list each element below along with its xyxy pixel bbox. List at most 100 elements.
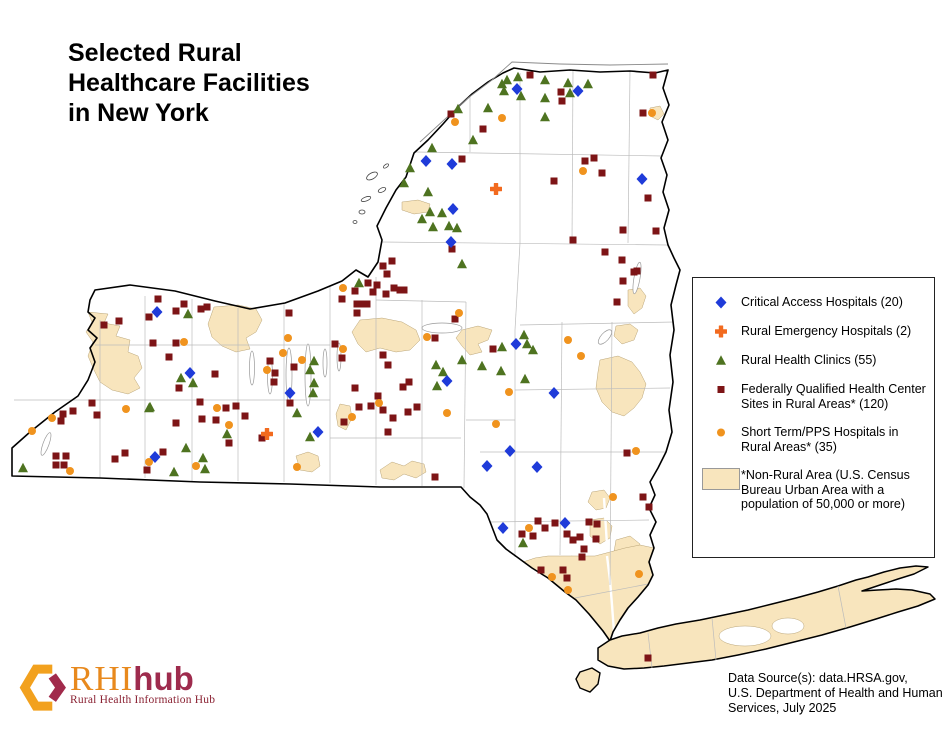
rhihub-logo: RHI hub Rural Health Information Hub <box>18 660 215 716</box>
fqhc-site-marker <box>384 428 392 436</box>
fqhc-site-marker <box>526 71 534 79</box>
data-source: Data Source(s): data.HRSA.gov, U.S. Depa… <box>728 671 943 716</box>
mainland-fill <box>12 68 680 641</box>
fqhc-site-marker <box>60 461 68 469</box>
fqhc-site-marker <box>369 288 377 296</box>
fqhc-site-marker <box>534 517 542 525</box>
fqhc-site-marker <box>644 194 652 202</box>
short-term-pps-hospital-marker <box>339 345 347 353</box>
short-term-pps-hospital-marker <box>375 399 383 407</box>
rural-emergency-hospital-markers <box>261 183 502 440</box>
rural-health-clinic-marker <box>292 407 302 418</box>
fqhc-site-marker <box>290 363 298 371</box>
critical-access-hospital-marker <box>420 155 432 167</box>
fqhc-site-marker <box>149 339 157 347</box>
fqhc-site-marker <box>111 455 119 463</box>
title-line-2: Healthcare Facilities <box>68 69 310 97</box>
legend-item-nonrural: *Non-Rural Area (U.S. Census Bureau Urba… <box>701 468 926 512</box>
critical-access-hospital-marker <box>636 173 648 185</box>
short-term-pps-hospital-marker <box>525 524 533 532</box>
short-term-pps-hospital-marker <box>145 458 153 466</box>
rural-health-clinic-marker <box>399 177 409 188</box>
critical-access-hospital-marker <box>184 367 196 379</box>
fqhc-site-marker <box>557 88 565 96</box>
fqhc-site-marker <box>154 295 162 303</box>
fqhc-site-marker <box>338 295 346 303</box>
legend-triangle-icon <box>701 353 741 368</box>
fqhc-site-marker <box>529 532 537 540</box>
rural-health-clinic-marker <box>477 360 487 371</box>
rural-health-clinic-marker <box>565 87 575 98</box>
legend: Critical Access Hospitals (20) Rural Emer… <box>692 277 935 558</box>
rural-health-clinic-marker <box>497 78 507 89</box>
staten-island <box>575 667 601 693</box>
fqhc-site-marker <box>266 357 274 365</box>
source-line-1: Data Source(s): data.HRSA.gov, <box>728 671 908 685</box>
short-term-pps-hospital-marker <box>213 404 221 412</box>
legend-label: Short Term/PPS Hospitals in Rural Areas*… <box>741 425 899 454</box>
short-term-pps-hospital-marker <box>423 333 431 341</box>
title-line-3: in New York <box>68 99 209 127</box>
legend-label: Rural Health Clinics (55) <box>741 353 877 367</box>
rural-health-clinic-marker <box>144 402 154 413</box>
fqhc-site-marker <box>175 384 183 392</box>
rural-health-clinic-marker <box>417 213 427 224</box>
fqhc-site-marker <box>388 257 396 265</box>
short-term-pps-hospital-marker <box>455 309 463 317</box>
short-term-pps-hospital-marker <box>339 284 347 292</box>
short-term-pps-hospital-marker <box>263 366 271 374</box>
legend-circle-icon <box>701 425 741 440</box>
logo-hub: hub <box>133 660 194 697</box>
legend-label: *Non-Rural Area (U.S. Census Bureau Urba… <box>741 468 910 511</box>
fqhc-site-marker <box>404 408 412 416</box>
critical-access-hospital-marker <box>312 426 324 438</box>
fqhc-site-marker <box>518 530 526 538</box>
fqhc-site-marker <box>383 270 391 278</box>
rural-health-clinic-marker <box>519 329 529 340</box>
fqhc-site-marker <box>590 154 598 162</box>
fqhc-site-marker <box>563 530 571 538</box>
critical-access-hospital-marker <box>559 517 571 529</box>
legend-item-stpps: Short Term/PPS Hospitals in Rural Areas*… <box>701 425 926 454</box>
rural-health-clinic-marker <box>522 338 532 349</box>
fqhc-site-marker <box>619 277 627 285</box>
rural-health-clinic-marker <box>520 373 530 384</box>
fqhc-site-marker <box>373 281 381 289</box>
rural-health-clinic-marker <box>518 537 528 548</box>
fqhc-site-marker <box>630 268 638 276</box>
fqhc-site-marker <box>363 300 371 308</box>
fqhc-site-marker <box>172 339 180 347</box>
fqhc-site-marker <box>52 461 60 469</box>
rural-health-clinic-marker <box>496 365 506 376</box>
non-rural-areas <box>85 105 665 642</box>
short-term-pps-hospital-marker <box>548 573 556 581</box>
rural-health-clinic-marker <box>502 74 512 85</box>
rural-emergency-hospital-marker <box>261 428 273 440</box>
rural-emergency-hospital-marker <box>490 183 502 195</box>
rural-health-clinic-marker <box>305 431 315 442</box>
short-term-pps-hospital-marker <box>66 467 74 475</box>
short-term-pps-hospital-marker <box>348 413 356 421</box>
rural-health-clinic-marker <box>354 277 364 288</box>
fqhc-site-marker <box>69 407 77 415</box>
fqhc-site-marker <box>172 307 180 315</box>
rural-health-clinic-marker <box>176 372 186 383</box>
fqhc-site-marker <box>451 315 459 323</box>
fqhc-site-marker <box>286 399 294 407</box>
short-term-pps-hospital-marker <box>609 493 617 501</box>
fqhc-site-marker <box>271 369 279 377</box>
critical-access-hospital-marker <box>531 461 543 473</box>
fqhc-site-marker <box>592 535 600 543</box>
short-term-pps-hospital-marker <box>298 356 306 364</box>
rural-health-clinic-marker <box>513 71 523 82</box>
critical-access-hospital-markers <box>149 83 648 534</box>
fqhc-site-marker <box>399 383 407 391</box>
short-term-pps-hospital-marker <box>498 114 506 122</box>
rural-health-clinic-marker <box>452 222 462 233</box>
short-term-pps-hospital-marker <box>564 336 572 344</box>
legend-square-icon <box>701 382 741 397</box>
short-term-pps-hospital-marker <box>632 447 640 455</box>
fqhc-site-marker <box>353 300 361 308</box>
fqhc-site-marker <box>93 411 101 419</box>
